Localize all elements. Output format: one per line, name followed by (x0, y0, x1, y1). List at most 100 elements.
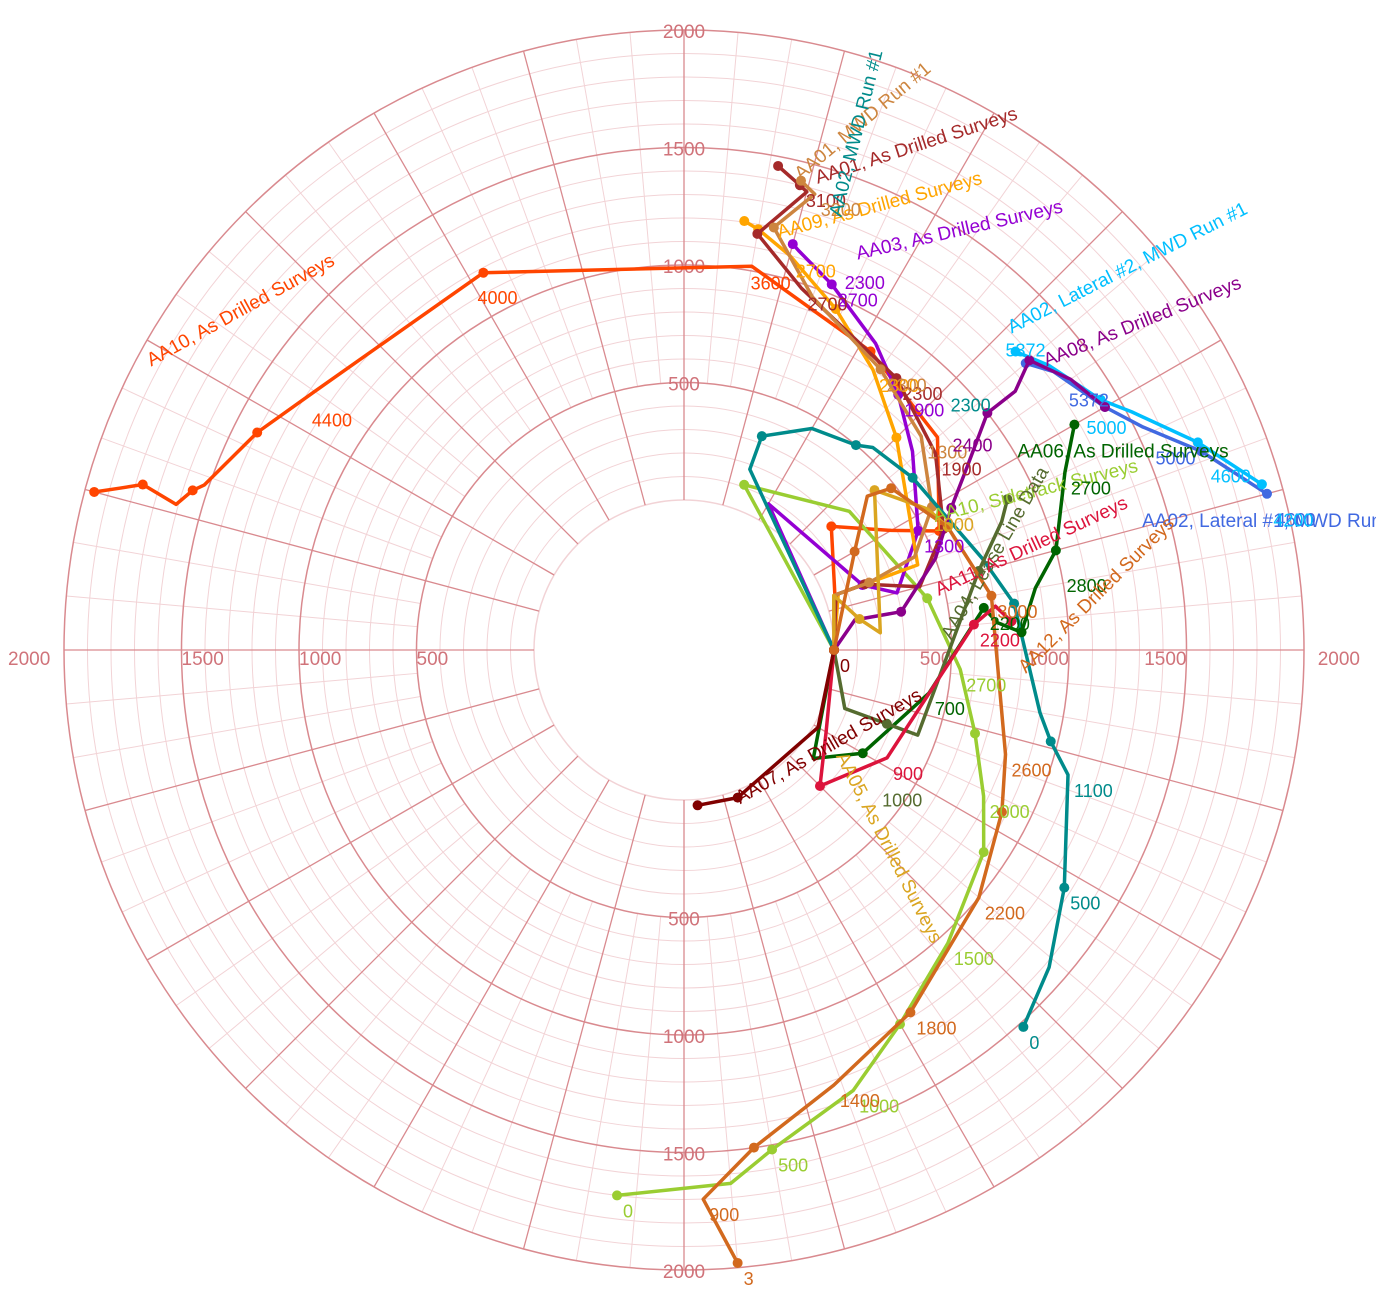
tick-label-west: 1000 (299, 649, 341, 670)
tick-label-west: 1500 (182, 649, 224, 670)
series-point (756, 431, 767, 442)
minor-spoke (208, 251, 480, 479)
series-line (701, 486, 1008, 1265)
tick-label-east: 1000 (1027, 649, 1069, 670)
series-line (832, 358, 1107, 652)
minor-spoke (706, 916, 739, 1268)
series-point (787, 239, 798, 250)
depth-label: 2200 (990, 614, 1030, 634)
series-point (1256, 479, 1267, 490)
depth-label: 1900 (904, 401, 944, 421)
polar-grid (63, 29, 1305, 1271)
radial-tick-labels: 500 500 500 500 1000 1000 1000 1000 1500 1500 1500… (8, 22, 1360, 1283)
depth-label: 2400 (953, 436, 993, 456)
depth-label: 3200 (821, 200, 861, 220)
depth-label: 1800 (916, 1018, 956, 1038)
depth-label: 5372 (1069, 391, 1109, 411)
tick-label-south: 1000 (663, 1027, 705, 1048)
minor-spoke (947, 695, 1295, 759)
minor-spoke (926, 387, 1247, 538)
minor-spoke (855, 854, 1083, 1126)
series-point (768, 222, 779, 233)
minor-spoke (327, 868, 531, 1159)
tick-label-west: 2000 (8, 649, 50, 670)
depth-label: 4000 (478, 288, 518, 308)
series-point (752, 228, 763, 239)
series-point (1192, 437, 1203, 448)
depth-label: 2000 (990, 802, 1030, 822)
series-name-label: AA10, As Drilled Surveys (143, 250, 338, 371)
minor-spoke (73, 541, 421, 605)
series-point (881, 718, 892, 729)
depth-label: 2200 (985, 903, 1025, 923)
depth-label: 2800 (1067, 576, 1107, 596)
minor-spoke (575, 39, 639, 387)
depth-label: 2300 (887, 375, 927, 395)
minor-spoke (101, 741, 433, 863)
series-point (1016, 627, 1027, 638)
depth-label: 3600 (751, 273, 791, 293)
depth-label: 0 (1029, 1033, 1039, 1053)
series-point (854, 614, 865, 625)
series-line (818, 604, 1014, 788)
series-point (748, 1142, 759, 1153)
series-point (478, 267, 489, 278)
minor-spoke (902, 803, 1193, 1007)
tick-label-east: 2000 (1318, 649, 1360, 670)
series-point (773, 160, 784, 171)
series-line (832, 488, 950, 652)
depth-label: 1300 (927, 442, 967, 462)
series-point (1196, 446, 1207, 457)
depth-label: 4200 (1273, 511, 1313, 531)
depth-label: 1400 (840, 1091, 880, 1111)
tick-label-north: 2000 (663, 22, 705, 43)
series-point (864, 577, 875, 588)
minor-spoke (421, 87, 572, 408)
depth-label: 2700 (966, 675, 1006, 695)
tick-label-north: 1500 (663, 140, 705, 161)
series-line (811, 422, 1077, 761)
depth-label: 2300 (845, 273, 885, 293)
minor-spoke (471, 901, 593, 1233)
minor-spoke (421, 892, 572, 1213)
depth-label: 4400 (312, 410, 352, 430)
depth-label: 2200 (980, 631, 1020, 651)
series-line (615, 483, 986, 1198)
minor-spoke (66, 595, 418, 628)
series-point (857, 748, 868, 759)
major-ring (63, 29, 1305, 1271)
series-point (849, 546, 860, 557)
series-point (982, 407, 993, 418)
series-line (772, 178, 934, 652)
series-point (612, 1190, 623, 1201)
depth-label: 3000 (997, 602, 1037, 622)
minor-spoke (729, 39, 793, 387)
series-point (732, 792, 743, 803)
depth-label: 0 (623, 1201, 633, 1221)
series-point (886, 483, 897, 494)
depth-label: 1500 (954, 949, 994, 969)
depth-label: 2600 (1011, 760, 1051, 780)
series-name-label: AA02, Lateral #1, MWD Run #4 (1142, 511, 1376, 532)
series-point (978, 602, 989, 613)
minor-spoke (855, 174, 1083, 446)
series-point (891, 432, 902, 443)
series-point (1009, 598, 1020, 609)
depth-label: 3 (744, 1269, 754, 1289)
major-ring (298, 264, 1070, 1036)
series-point (891, 373, 902, 384)
series-point (826, 521, 837, 532)
depth-label: 5000 (1086, 418, 1126, 438)
series-point (187, 485, 198, 496)
minor-spoke (950, 672, 1302, 705)
minor-spoke (175, 803, 466, 1007)
series-line (695, 648, 836, 808)
depth-label: 2700 (796, 261, 836, 281)
minor-spoke (121, 762, 442, 913)
series-point (875, 364, 886, 375)
minor-spoke (775, 67, 897, 399)
series-point (1024, 355, 1035, 366)
depth-label: 500 (778, 1155, 808, 1175)
depth-label: 1300 (924, 537, 964, 557)
depth-label: 2300 (879, 376, 919, 396)
